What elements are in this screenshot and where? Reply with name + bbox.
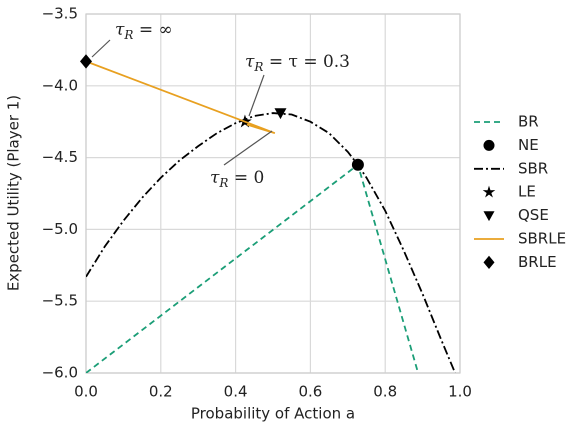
- marker: [80, 54, 92, 69]
- series-line: [86, 112, 456, 373]
- marker: [483, 255, 495, 269]
- annotation-subscript: R: [123, 28, 133, 42]
- marker: [482, 185, 496, 198]
- legend-label: BRLE: [518, 253, 557, 271]
- y-tick-label: −3.5: [42, 5, 78, 23]
- y-tick-label: −5.0: [42, 220, 78, 238]
- marker: [483, 211, 495, 222]
- x-tick-label: 0.6: [298, 383, 322, 401]
- legend-label: QSE: [518, 206, 549, 224]
- annotation-text: = 0: [228, 168, 264, 188]
- annotation-symbol: τ: [245, 52, 255, 72]
- y-tick-label: −4.0: [42, 76, 78, 94]
- annotation-text: = ∞: [133, 20, 172, 40]
- y-tick-label: −6.0: [42, 364, 78, 382]
- legend-label: SBR: [518, 159, 548, 177]
- annotation-arrow: [91, 39, 111, 58]
- plot-frame: [85, 13, 461, 374]
- legend-label: BR: [518, 113, 539, 131]
- legend-label: LE: [518, 183, 536, 201]
- annotation: τR = ∞: [115, 20, 173, 42]
- annotation-arrow: [248, 74, 265, 117]
- x-tick-label: 0.0: [74, 383, 98, 401]
- legend-label: NE: [518, 136, 539, 154]
- x-axis-label: Probability of Action a: [191, 405, 355, 423]
- x-tick-label: 1.0: [448, 383, 472, 401]
- annotation-subscript: R: [253, 60, 263, 74]
- annotation-subscript: R: [218, 176, 228, 190]
- annotation-symbol: τ: [115, 20, 125, 40]
- annotation-arrow: [223, 130, 273, 166]
- x-tick-label: 0.4: [224, 383, 248, 401]
- marker: [483, 139, 495, 151]
- annotation-symbol: τ: [210, 168, 220, 188]
- annotation: τR = τ = 0.3: [245, 52, 350, 74]
- annotation-text: = τ = 0.3: [263, 52, 350, 72]
- y-axis-label: Expected Utility (Player 1): [5, 95, 23, 291]
- y-tick-label: −5.5: [42, 292, 78, 310]
- legend-label: SBRLE: [518, 230, 566, 248]
- y-tick-label: −4.5: [42, 148, 78, 166]
- x-tick-label: 0.2: [149, 383, 173, 401]
- marker: [274, 108, 287, 120]
- series-line: [86, 60, 276, 135]
- annotation: τR = 0: [210, 168, 264, 190]
- x-tick-label: 0.8: [373, 383, 397, 401]
